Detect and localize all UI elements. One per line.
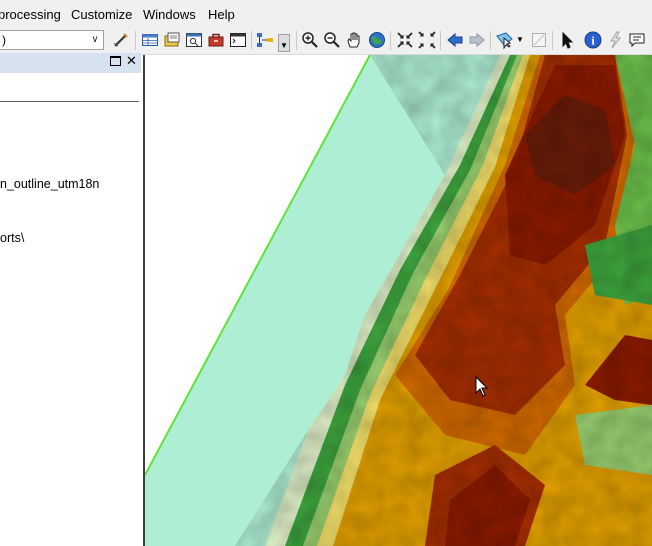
menu-bar: processing Customize Windows Help: [0, 0, 652, 28]
identify-icon[interactable]: i: [584, 31, 602, 49]
chevron-down-icon[interactable]: ▼: [516, 35, 524, 44]
pan-icon[interactable]: [345, 31, 363, 49]
full-extent-icon[interactable]: [368, 31, 386, 49]
catalog-icon[interactable]: [163, 31, 181, 49]
toolbar-separator: [251, 31, 252, 50]
chevron-down-icon[interactable]: ∨: [91, 34, 99, 45]
forward-icon[interactable]: [468, 31, 486, 49]
toc-title-bar[interactable]: [0, 53, 141, 73]
map-display[interactable]: [145, 55, 652, 546]
clear-selection-icon[interactable]: [530, 31, 548, 49]
zoom-in-icon[interactable]: [301, 31, 319, 49]
toolbar-separator: [135, 31, 136, 50]
hyperlink-icon[interactable]: [606, 31, 624, 49]
svg-text:i: i: [591, 34, 595, 48]
toc-source-folder[interactable]: orts\: [0, 231, 25, 245]
mouse-cursor-icon: [475, 375, 489, 397]
map-scale-value: ): [2, 33, 6, 47]
fixed-zoom-in-icon[interactable]: [396, 31, 414, 49]
toolbar-separator: [440, 31, 441, 50]
toolbar-separator: [296, 31, 297, 50]
arctoolbox-icon[interactable]: [207, 31, 225, 49]
model-builder-icon[interactable]: [256, 31, 274, 49]
standard-toolbar: ) ∨ ▼: [0, 28, 652, 55]
table-of-contents-panel: [0, 55, 145, 546]
menu-geoprocessing[interactable]: processing: [0, 7, 61, 22]
toolbar-separator: [552, 31, 553, 50]
zoom-out-icon[interactable]: [323, 31, 341, 49]
window-float-icon[interactable]: [110, 56, 121, 66]
menu-help[interactable]: Help: [208, 7, 235, 22]
toc-layer-item[interactable]: n_outline_utm18n: [0, 177, 100, 191]
close-icon[interactable]: ✕: [126, 53, 137, 68]
python-icon[interactable]: [229, 31, 247, 49]
select-features-icon[interactable]: [496, 31, 514, 49]
back-icon[interactable]: [446, 31, 464, 49]
study-area-outline: [145, 55, 371, 476]
menu-windows[interactable]: Windows: [143, 7, 196, 22]
search-window-icon[interactable]: [185, 31, 203, 49]
table-icon[interactable]: [141, 31, 159, 49]
toc-divider: [0, 101, 139, 102]
toolbar-separator: [390, 31, 391, 50]
html-popup-icon[interactable]: [628, 31, 646, 49]
fixed-zoom-out-icon[interactable]: [418, 31, 436, 49]
toolbar-overflow-chevron[interactable]: ▼: [278, 34, 290, 52]
toolbar-separator: [490, 31, 491, 50]
select-elements-icon[interactable]: [558, 31, 576, 49]
menu-customize[interactable]: Customize: [71, 7, 133, 22]
map-scale-combo[interactable]: ) ∨: [0, 30, 104, 50]
editor-icon[interactable]: [112, 31, 130, 49]
